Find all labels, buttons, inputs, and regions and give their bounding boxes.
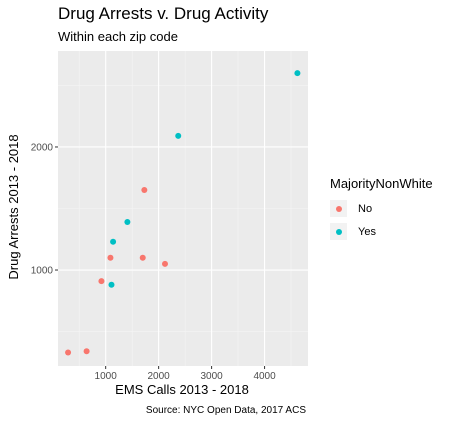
- legend-dot-no: [336, 206, 342, 212]
- data-point-no: [141, 187, 147, 193]
- data-point-yes: [294, 70, 300, 76]
- x-axis-title: EMS Calls 2013 - 2018: [115, 382, 249, 397]
- data-point-yes: [124, 219, 130, 225]
- data-point-no: [84, 348, 90, 354]
- x-tick-label: 2000: [148, 371, 171, 382]
- legend-dot-yes: [336, 229, 342, 235]
- x-tick-label: 1000: [95, 371, 118, 382]
- legend-label-yes: Yes: [358, 226, 376, 238]
- legend-item-yes: Yes: [330, 220, 433, 243]
- legend-key-yes: [330, 223, 347, 240]
- legend: MajorityNonWhite No Yes: [330, 176, 433, 243]
- y-axis-title: Drug Arrests 2013 - 2018: [6, 134, 21, 279]
- x-tick-label: 4000: [253, 371, 276, 382]
- data-point-no: [107, 255, 113, 261]
- data-point-yes: [175, 133, 181, 139]
- data-point-no: [140, 255, 146, 261]
- legend-key-no: [330, 200, 347, 217]
- data-point-no: [65, 349, 71, 355]
- x-tick-label: 3000: [200, 371, 223, 382]
- y-tick-label: 1000: [31, 266, 54, 277]
- y-tick-label: 2000: [31, 142, 54, 153]
- legend-label-no: No: [358, 203, 372, 215]
- data-point-no: [98, 278, 104, 284]
- data-point-no: [162, 261, 168, 267]
- data-point-yes: [108, 282, 114, 288]
- chart-caption: Source: NYC Open Data, 2017 ACS: [146, 405, 306, 416]
- data-point-yes: [110, 239, 116, 245]
- legend-item-no: No: [330, 197, 433, 220]
- legend-title: MajorityNonWhite: [330, 176, 433, 191]
